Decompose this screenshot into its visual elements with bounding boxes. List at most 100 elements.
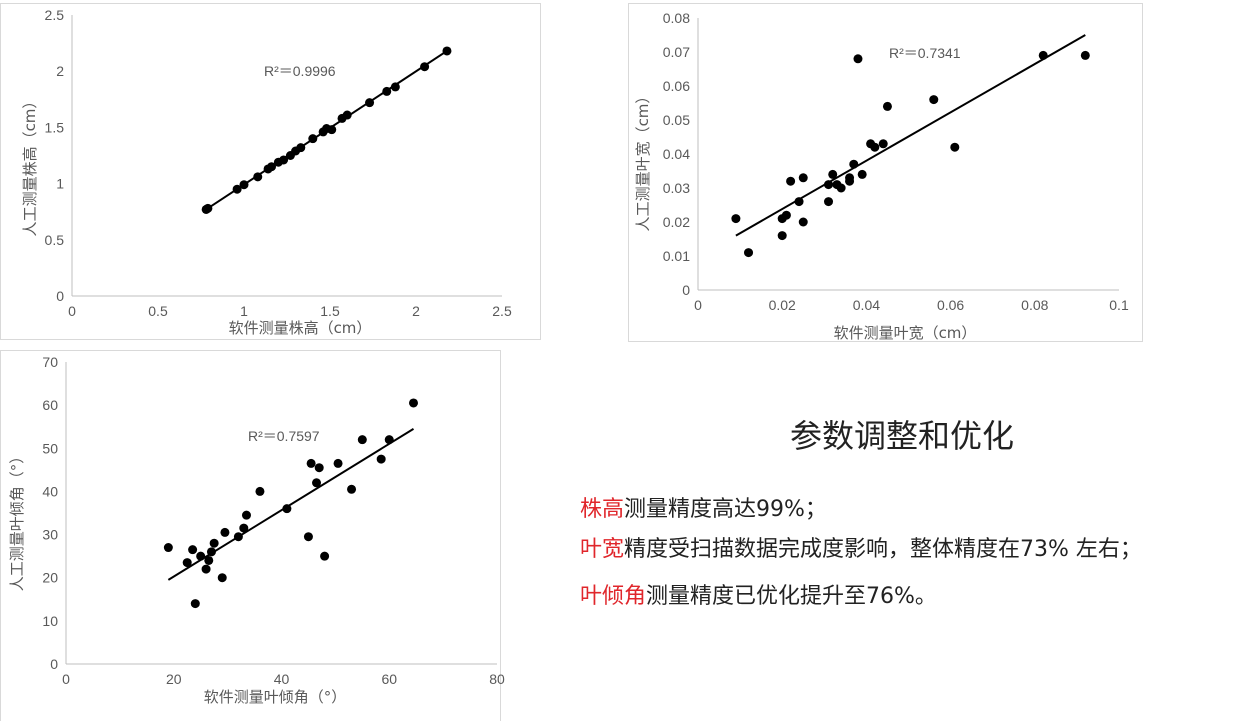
y-tick-label: 10 — [42, 613, 58, 629]
y-tick-label: 2 — [56, 63, 64, 79]
r-squared-label: R²＝0.9996 — [264, 63, 336, 79]
y-tick-label: 60 — [42, 397, 58, 413]
data-point — [220, 527, 230, 537]
x-tick-label: 0 — [694, 297, 702, 313]
y-tick-label: 0.01 — [663, 248, 690, 264]
data-point — [201, 564, 211, 574]
x-tick-label: 1 — [240, 303, 248, 319]
data-point — [308, 134, 318, 144]
x-tick-label: 40 — [274, 671, 290, 687]
y-tick-label: 0.02 — [663, 214, 690, 230]
data-point — [408, 398, 418, 408]
data-point — [357, 435, 367, 445]
data-point — [845, 173, 855, 183]
chart-frame — [0, 350, 501, 721]
data-point — [282, 504, 292, 514]
data-point — [878, 139, 888, 149]
data-point — [255, 486, 265, 496]
data-point — [267, 162, 277, 172]
data-point — [824, 197, 834, 207]
data-point — [206, 547, 216, 557]
note-text: 精度受扫描数据完成度影响，整体精度在73% 左右； — [624, 537, 1142, 562]
data-point — [390, 82, 400, 92]
x-tick-label: 0.04 — [853, 297, 880, 313]
note-line-plant-height: 株高测量精度高达99%； — [580, 491, 827, 523]
data-point — [233, 532, 243, 542]
data-point — [204, 555, 214, 565]
data-point — [849, 159, 859, 169]
data-point — [203, 203, 213, 213]
data-point — [420, 62, 430, 72]
x-axis-title: 软件测量叶宽（cm） — [834, 324, 977, 342]
x-tick-label: 2.5 — [492, 303, 512, 319]
data-point — [882, 101, 892, 111]
y-tick-label: 0.07 — [663, 44, 690, 60]
data-point — [239, 523, 249, 533]
data-point — [853, 54, 863, 64]
data-point — [382, 86, 392, 96]
x-tick-label: 60 — [381, 671, 397, 687]
data-point — [828, 169, 838, 179]
data-point — [786, 176, 796, 186]
y-tick-label: 0 — [682, 282, 690, 298]
data-point — [314, 463, 324, 473]
scatter-chart-1: 0 0.5 1 1.5 2 2.5 0 0.5 1 1.5 2 2.5 软件测量株高（cm） 人工测量株高… — [0, 3, 541, 340]
y-tick-label: 1 — [56, 176, 64, 192]
x-tick-label: 2 — [412, 303, 420, 319]
data-point — [342, 110, 352, 120]
data-point — [1080, 50, 1090, 60]
x-tick-label: 0.02 — [769, 297, 796, 313]
data-point — [306, 458, 316, 468]
note-text: 测量精度已优化提升至76%。 — [646, 584, 937, 609]
y-axis-title: 人工测量叶倾角（°） — [8, 449, 26, 592]
data-point — [781, 210, 791, 220]
data-point — [365, 98, 375, 108]
x-tick-label: 0.5 — [148, 303, 168, 319]
x-tick-label: 0 — [62, 671, 70, 687]
chart-frame — [628, 3, 1143, 342]
x-tick-label: 1.5 — [320, 303, 340, 319]
data-point — [857, 169, 867, 179]
y-tick-label: 70 — [42, 354, 58, 370]
data-point — [442, 46, 452, 56]
x-tick-label: 80 — [489, 671, 505, 687]
data-point — [196, 551, 206, 561]
data-point — [870, 142, 880, 152]
scatter-chart-2: 0 0.02 0.04 0.06 0.08 0.1 0 0.01 0.02 0.03 0.04 0.0… — [628, 3, 1143, 342]
data-point — [239, 180, 249, 190]
y-tick-label: 2.5 — [45, 7, 65, 23]
note-highlight: 叶宽 — [580, 537, 625, 562]
x-tick-label: 0 — [68, 303, 76, 319]
data-point — [241, 510, 251, 520]
y-axis-title: 人工测量株高（cm） — [21, 94, 39, 237]
data-point — [303, 532, 313, 542]
x-axis-title: 软件测量株高（cm） — [229, 319, 372, 337]
data-point — [777, 231, 787, 241]
y-tick-label: 0 — [50, 656, 58, 672]
notes-title: 参数调整和优化 — [790, 417, 1015, 455]
data-point — [217, 573, 227, 583]
data-point — [279, 155, 289, 165]
data-point — [798, 173, 808, 183]
note-line-leaf-width: 叶宽精度受扫描数据完成度影响，整体精度在73% 左右； — [580, 531, 1142, 563]
data-point — [731, 214, 741, 224]
data-point — [163, 543, 173, 553]
y-tick-label: 0.06 — [663, 78, 690, 94]
data-point — [296, 143, 306, 153]
data-point — [232, 184, 242, 194]
r-squared-label: R²＝0.7597 — [248, 428, 320, 444]
data-point — [327, 125, 337, 135]
trendline — [167, 428, 415, 581]
y-tick-label: 0.05 — [663, 112, 690, 128]
note-highlight: 叶倾角 — [580, 584, 647, 609]
y-tick-label: 40 — [42, 483, 58, 499]
data-point — [384, 435, 394, 445]
y-tick-label: 20 — [42, 570, 58, 586]
data-point — [950, 142, 960, 152]
data-point — [209, 538, 219, 548]
data-point — [190, 599, 200, 609]
data-point — [744, 248, 754, 258]
y-tick-label: 0 — [56, 288, 64, 304]
data-point — [929, 95, 939, 105]
